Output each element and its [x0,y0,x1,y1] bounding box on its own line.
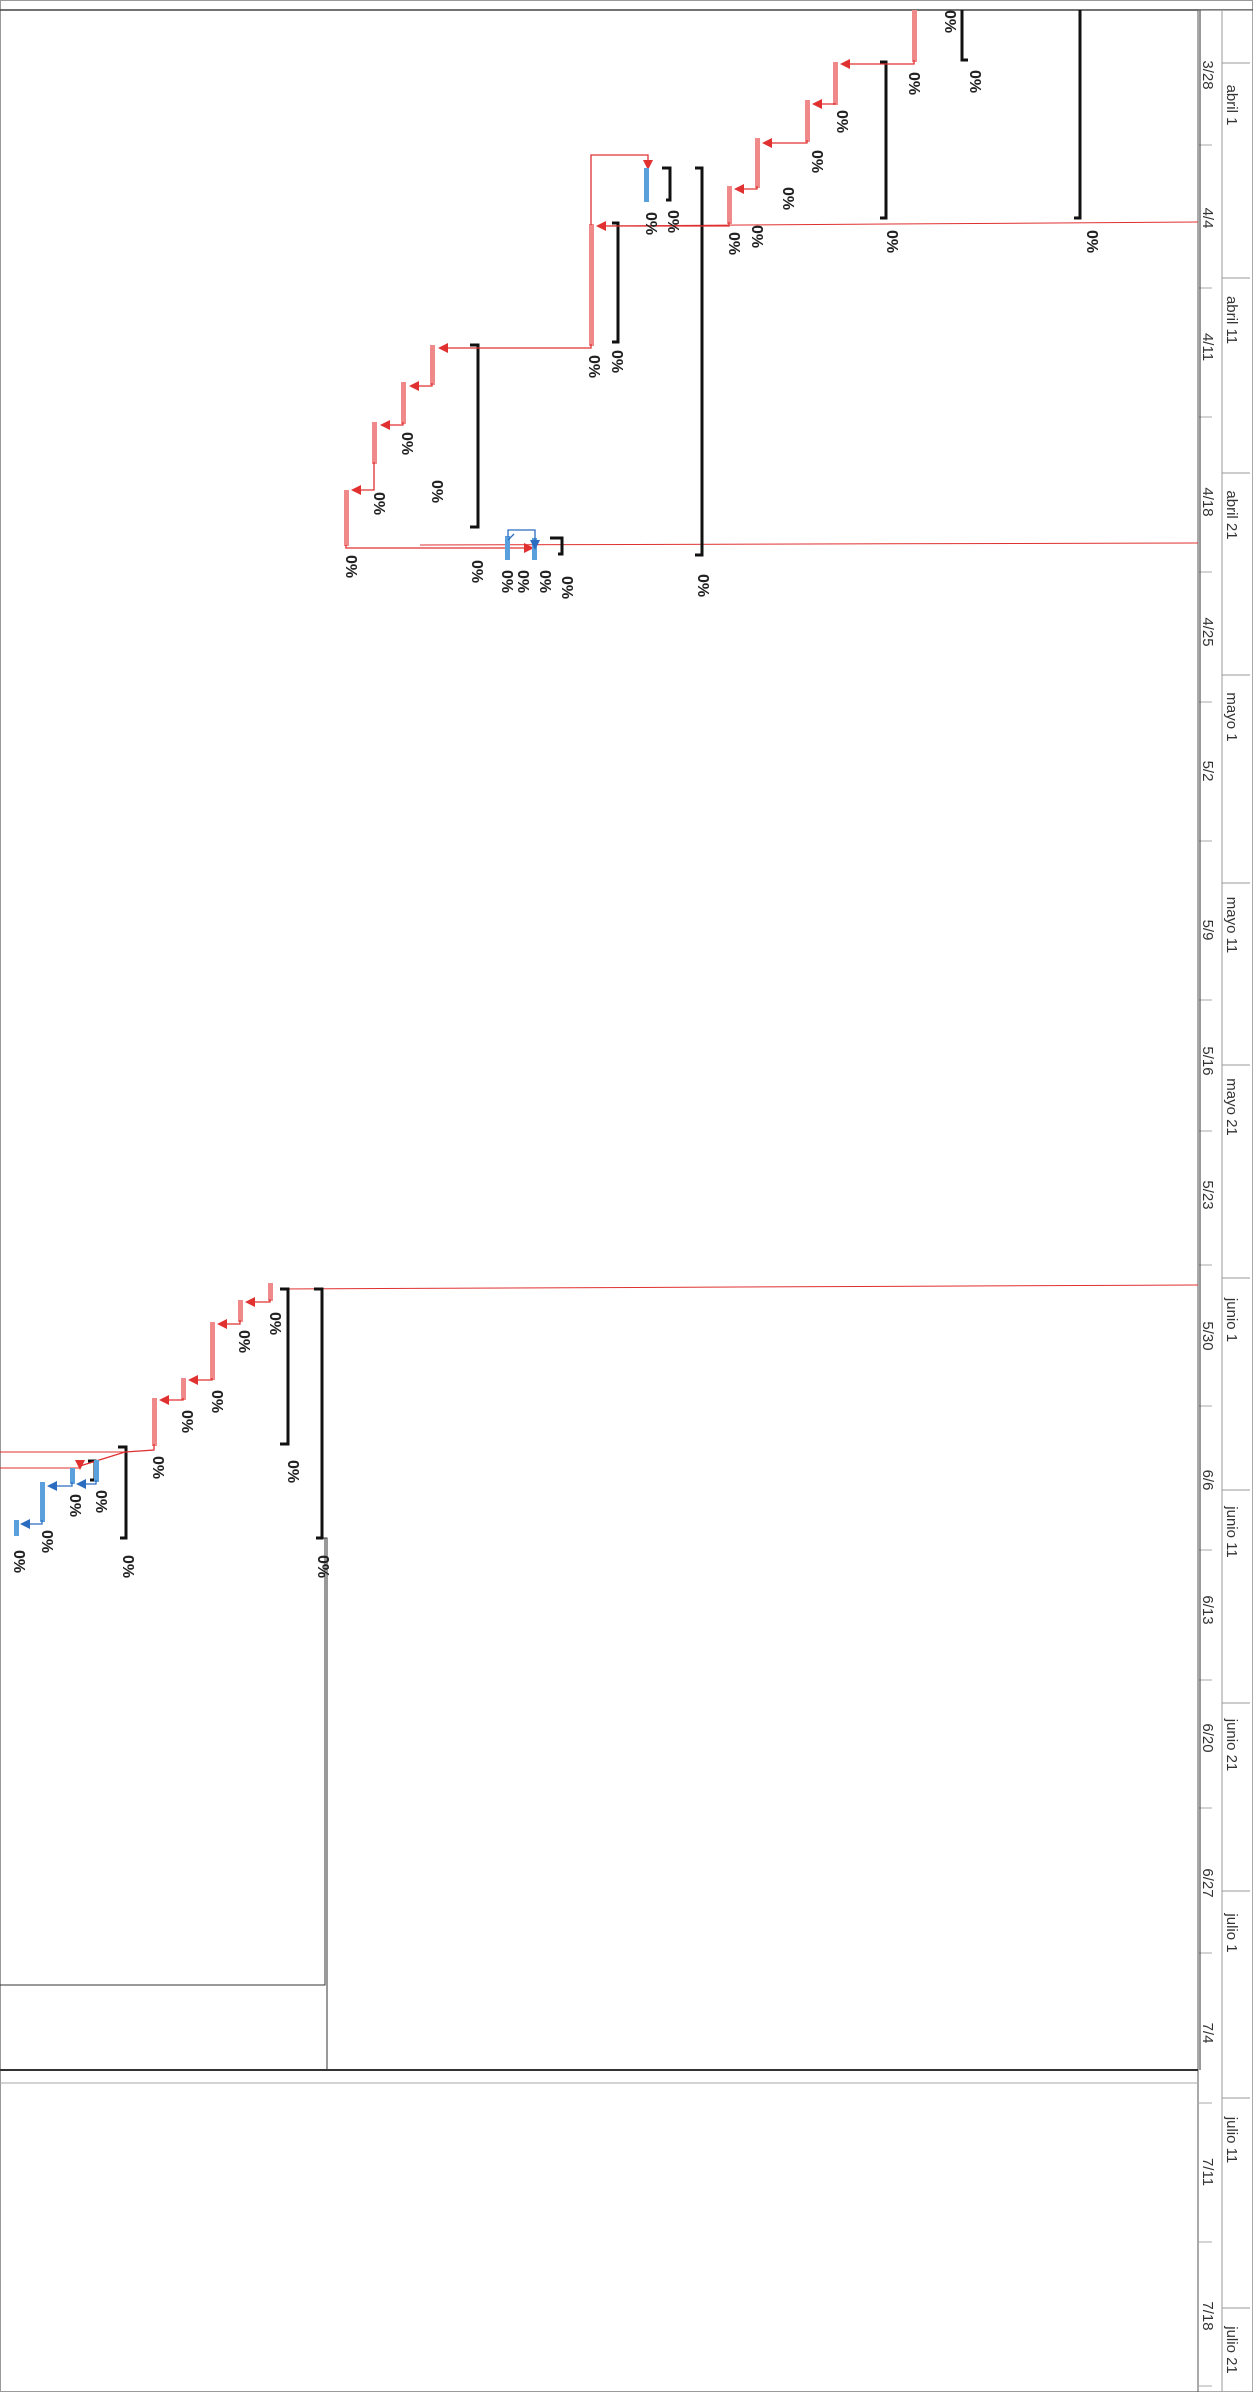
normal-link [507,529,540,550]
percent-complete-label: 0% [498,570,515,593]
percent-complete-label: 0% [10,1550,27,1573]
percent-complete-labels: 0%0% 0%0%0%0%0%0%0%0% 0%0%0%0%0%0%0%0% 0% 0%… [10,10,1100,1578]
minor-tick-label: 5/30 [1199,1321,1216,1350]
normal-links [20,1479,97,1529]
percent-complete-label: 0% [642,212,659,235]
major-tick-labels: abril 1 abril 11 abril 21 mayo 1 mayo 11 mayo… [1222,62,1250,2374]
percent-complete-label: 0% [342,555,359,578]
normal-task-bars [505,168,649,560]
critical-link-long [597,221,1199,227]
critical-task-bars [152,1283,273,1446]
summary-bracket [88,1287,324,1540]
percent-complete-label: 0% [966,70,983,93]
major-tick-label: julio 11 [1223,2116,1240,2163]
percent-complete-label: 0% [748,225,765,248]
percent-complete-label: 0% [536,570,553,593]
major-tick-label: julio 21 [1223,2325,1240,2374]
minor-tick-label: 7/18 [1199,2301,1216,2330]
summary-bracket [470,10,1082,557]
percent-complete-label: 0% [725,232,742,255]
percent-complete-label: 0% [905,72,922,95]
critical-links [75,1297,271,1470]
critical-link-long [279,1284,1199,1290]
percent-complete-label: 0% [779,187,796,210]
major-tick-label: mayo 21 [1223,1078,1240,1136]
percent-complete-label: 0% [468,560,485,583]
summary-connector [0,1537,326,1986]
major-tick-label: junio 11 [1223,1505,1240,1557]
percent-complete-label: 0% [883,230,900,253]
minor-tick-label: 5/9 [1199,920,1216,941]
major-tick-label: julio 1 [1223,1912,1240,1952]
minor-tick-label: 5/16 [1199,1046,1216,1075]
percent-complete-label: 0% [38,1530,55,1553]
summary-connector [318,1537,328,2070]
normal-task-bars [14,1460,99,1536]
percent-complete-label: 0% [514,570,531,593]
minor-tick-label: 5/2 [1199,761,1216,782]
percent-complete-label: 0% [694,574,711,597]
minor-tick-label: 4/18 [1199,487,1216,516]
minor-tick-label: 7/11 [1199,2158,1216,2186]
minor-tick-label: 6/27 [1199,1868,1216,1897]
percent-complete-label: 0% [941,10,958,33]
percent-complete-label: 0% [833,110,850,133]
percent-complete-label: 0% [92,1490,109,1513]
minor-tick-label: 6/13 [1199,1595,1216,1624]
major-tick-label: abril 1 [1223,85,1240,126]
percent-complete-label: 0% [370,492,387,515]
major-tick-label: abril 21 [1223,490,1240,539]
major-tick-label: junio 1 [1223,1297,1240,1342]
major-tick-label: abril 11 [1223,296,1240,344]
percent-complete-label: 0% [664,210,681,233]
percent-complete-label: 0% [428,480,445,503]
minor-tick-label: 3/28 [1199,60,1216,89]
percent-complete-label: 0% [149,1456,166,1479]
percent-complete-label: 0% [558,576,575,599]
minor-tick-label: 4/25 [1199,617,1216,646]
percent-complete-label: 0% [1083,230,1100,253]
minor-tick-label: 6/6 [1199,1470,1216,1491]
percent-complete-label: 0% [178,1410,195,1433]
minor-tick-label: 7/4 [1199,2023,1216,2044]
percent-complete-label: 0% [585,355,602,378]
percent-complete-label: 0% [284,1460,301,1483]
percent-complete-label: 0% [208,1390,225,1413]
minor-tick-label: 6/20 [1199,1723,1216,1752]
minor-tick-label: 4/11 [1199,333,1216,361]
percent-complete-label: 0% [314,1555,331,1578]
percent-complete-label: 0% [808,150,825,173]
major-tick-label: mayo 1 [1223,692,1240,741]
timescale-strip [1197,9,1253,2392]
percent-complete-label: 0% [119,1555,136,1578]
major-tick-label: mayo 11 [1223,897,1240,953]
major-tick-label: junio 21 [1223,1718,1240,1772]
normal-link [507,533,515,541]
percent-complete-label: 0% [235,1330,252,1353]
percent-complete-label: 0% [266,1312,283,1335]
percent-complete-label: 0% [608,350,625,373]
minor-tick-label: 4/4 [1199,208,1216,229]
percent-complete-label: 0% [398,432,415,455]
minor-tick-label: 5/23 [1199,1180,1216,1209]
percent-complete-label: 0% [66,1494,83,1517]
minor-tick-labels: 3/28 4/4 4/11 4/18 4/25 5/2 5/9 5/16 5/23 5/30 6/6… [1198,60,1216,2387]
critical-task-bars [344,10,917,546]
critical-links [345,59,915,553]
critical-link-long [419,542,1199,546]
